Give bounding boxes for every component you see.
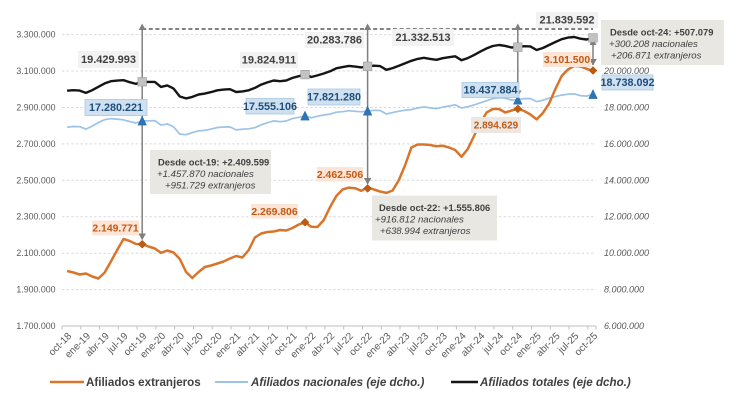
svg-text:21.839.592: 21.839.592: [539, 15, 594, 27]
svg-text:6.000.000: 6.000.000: [604, 321, 644, 331]
svg-text:10.000.000: 10.000.000: [604, 248, 649, 258]
svg-text:18.000.000: 18.000.000: [604, 103, 649, 113]
svg-text:1.900.000: 1.900.000: [16, 285, 55, 295]
svg-text:20.283.786: 20.283.786: [307, 35, 362, 47]
svg-text:18.437.884: 18.437.884: [463, 85, 517, 97]
svg-text:16.000.000: 16.000.000: [604, 139, 649, 149]
svg-text:20.000.000: 20.000.000: [603, 66, 649, 76]
svg-text:21.332.513: 21.332.513: [395, 32, 450, 44]
svg-text:Afiliados extranjeros: Afiliados extranjeros: [86, 376, 201, 389]
svg-text:14.000.000: 14.000.000: [604, 175, 649, 185]
svg-text:+951.729 extranjeros: +951.729 extranjeros: [165, 181, 256, 192]
svg-text:2.269.806: 2.269.806: [251, 207, 297, 218]
svg-text:12.000.000: 12.000.000: [604, 212, 649, 222]
svg-text:Desde oct-24: +507.079: Desde oct-24: +507.079: [610, 27, 713, 38]
svg-text:19.824.911: 19.824.911: [242, 55, 296, 67]
svg-text:17.821.280: 17.821.280: [307, 92, 361, 104]
svg-text:17.280.221: 17.280.221: [89, 102, 143, 114]
svg-text:2.900.000: 2.900.000: [16, 103, 55, 113]
svg-text:2.300.000: 2.300.000: [16, 212, 55, 222]
svg-text:Afiliados nacionales (eje dcho: Afiliados nacionales (eje dcho.): [250, 376, 424, 389]
svg-text:3.300.000: 3.300.000: [16, 30, 55, 40]
svg-text:+1.457.870 nacionales: +1.457.870 nacionales: [157, 169, 254, 180]
svg-text:+300.208 nacionales: +300.208 nacionales: [609, 39, 698, 50]
svg-text:3.101.500: 3.101.500: [544, 55, 590, 66]
svg-text:+206.871 extranjeros: +206.871 extranjeros: [611, 51, 702, 62]
svg-text:2.149.771: 2.149.771: [92, 224, 138, 235]
svg-text:2.100.000: 2.100.000: [16, 248, 55, 258]
svg-text:17.555.106: 17.555.106: [243, 101, 297, 113]
svg-text:2.462.506: 2.462.506: [317, 170, 363, 181]
svg-text:Afiliados totales (eje dcho.): Afiliados totales (eje dcho.): [479, 376, 631, 389]
svg-text:+916.812 nacionales: +916.812 nacionales: [375, 215, 464, 226]
svg-text:+638.994 extranjeros: +638.994 extranjeros: [380, 226, 471, 237]
svg-text:2.700.000: 2.700.000: [16, 139, 55, 149]
svg-text:8.000.000: 8.000.000: [604, 285, 644, 295]
svg-text:Desde oct-22: +1.555.806: Desde oct-22: +1.555.806: [379, 202, 490, 213]
svg-text:3.100.000: 3.100.000: [16, 66, 55, 76]
svg-text:19.429.993: 19.429.993: [81, 54, 136, 66]
svg-text:2.500.000: 2.500.000: [16, 175, 55, 185]
svg-text:Desde oct-19: +2.409.599: Desde oct-19: +2.409.599: [158, 157, 269, 168]
svg-text:18.738.092: 18.738.092: [600, 77, 654, 89]
svg-text:2.894.629: 2.894.629: [474, 121, 519, 132]
svg-text:1.700.000: 1.700.000: [16, 321, 55, 331]
